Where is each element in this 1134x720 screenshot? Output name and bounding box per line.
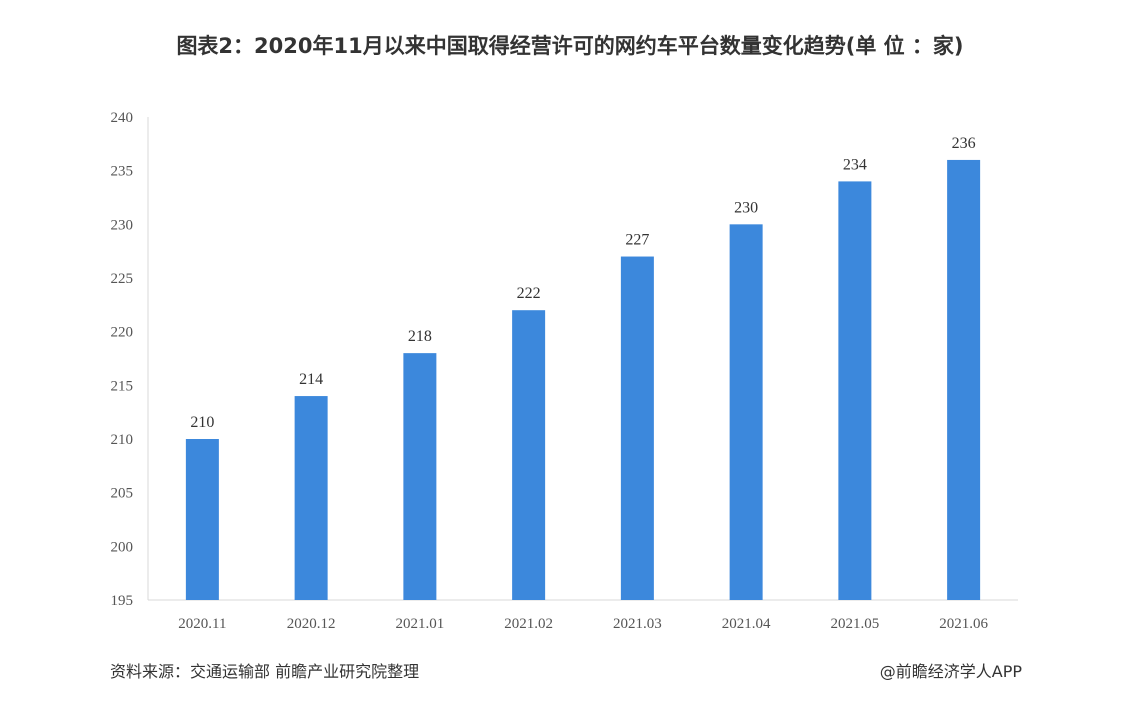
y-tick-label: 205 bbox=[111, 486, 134, 502]
axes bbox=[147, 117, 1018, 601]
bar bbox=[729, 224, 763, 601]
data-label: 218 bbox=[408, 328, 432, 345]
x-tick-label: 2021.04 bbox=[722, 616, 771, 632]
bar bbox=[838, 181, 872, 600]
y-tick-label: 195 bbox=[111, 593, 134, 609]
bar bbox=[185, 439, 219, 600]
bar bbox=[947, 159, 981, 600]
y-tick-label: 235 bbox=[111, 164, 134, 180]
y-tick-label: 215 bbox=[111, 378, 134, 394]
y-tick-label: 220 bbox=[111, 325, 134, 341]
data-label: 222 bbox=[517, 285, 541, 302]
chart-title: 图表2：2020年11月以来中国取得经营许可的网约车平台数量变化趋势(单 位 ：… bbox=[176, 34, 964, 58]
credit-note: @前瞻经济学人APP bbox=[879, 662, 1022, 681]
bar bbox=[512, 310, 546, 600]
data-label: 234 bbox=[843, 156, 867, 173]
y-tick-label: 225 bbox=[111, 271, 134, 287]
x-axis-ticks: 2020.11 2020.12 2021.01 2021.02 2021.03 2021.… bbox=[178, 616, 988, 632]
data-label: 214 bbox=[299, 371, 323, 388]
data-label: 236 bbox=[952, 135, 976, 152]
data-label: 227 bbox=[625, 232, 649, 249]
x-tick-label: 2021.03 bbox=[613, 616, 662, 632]
x-tick-label: 2020.11 bbox=[178, 616, 226, 632]
x-tick-label: 2021.05 bbox=[831, 616, 880, 632]
bar bbox=[294, 396, 328, 600]
y-tick-label: 200 bbox=[111, 539, 134, 555]
y-axis-ticks: 195 200 205 210 215 220 225 230 235 240 bbox=[111, 110, 134, 609]
bar bbox=[620, 256, 654, 600]
y-tick-label: 230 bbox=[111, 217, 134, 233]
x-tick-label: 2021.02 bbox=[504, 616, 553, 632]
data-label: 210 bbox=[190, 414, 214, 431]
source-note: 资料来源：交通运输部 前瞻产业研究院整理 bbox=[110, 662, 420, 681]
data-labels: 210 214 218 222 227 230 234 236 bbox=[190, 135, 975, 431]
x-tick-label: 2021.06 bbox=[939, 616, 988, 632]
y-tick-label: 210 bbox=[111, 432, 134, 448]
x-tick-label: 2020.12 bbox=[287, 616, 336, 632]
y-tick-label: 240 bbox=[111, 110, 134, 126]
bars bbox=[185, 159, 981, 601]
bar bbox=[403, 353, 437, 600]
x-tick-label: 2021.01 bbox=[396, 616, 445, 632]
data-label: 230 bbox=[734, 199, 758, 216]
